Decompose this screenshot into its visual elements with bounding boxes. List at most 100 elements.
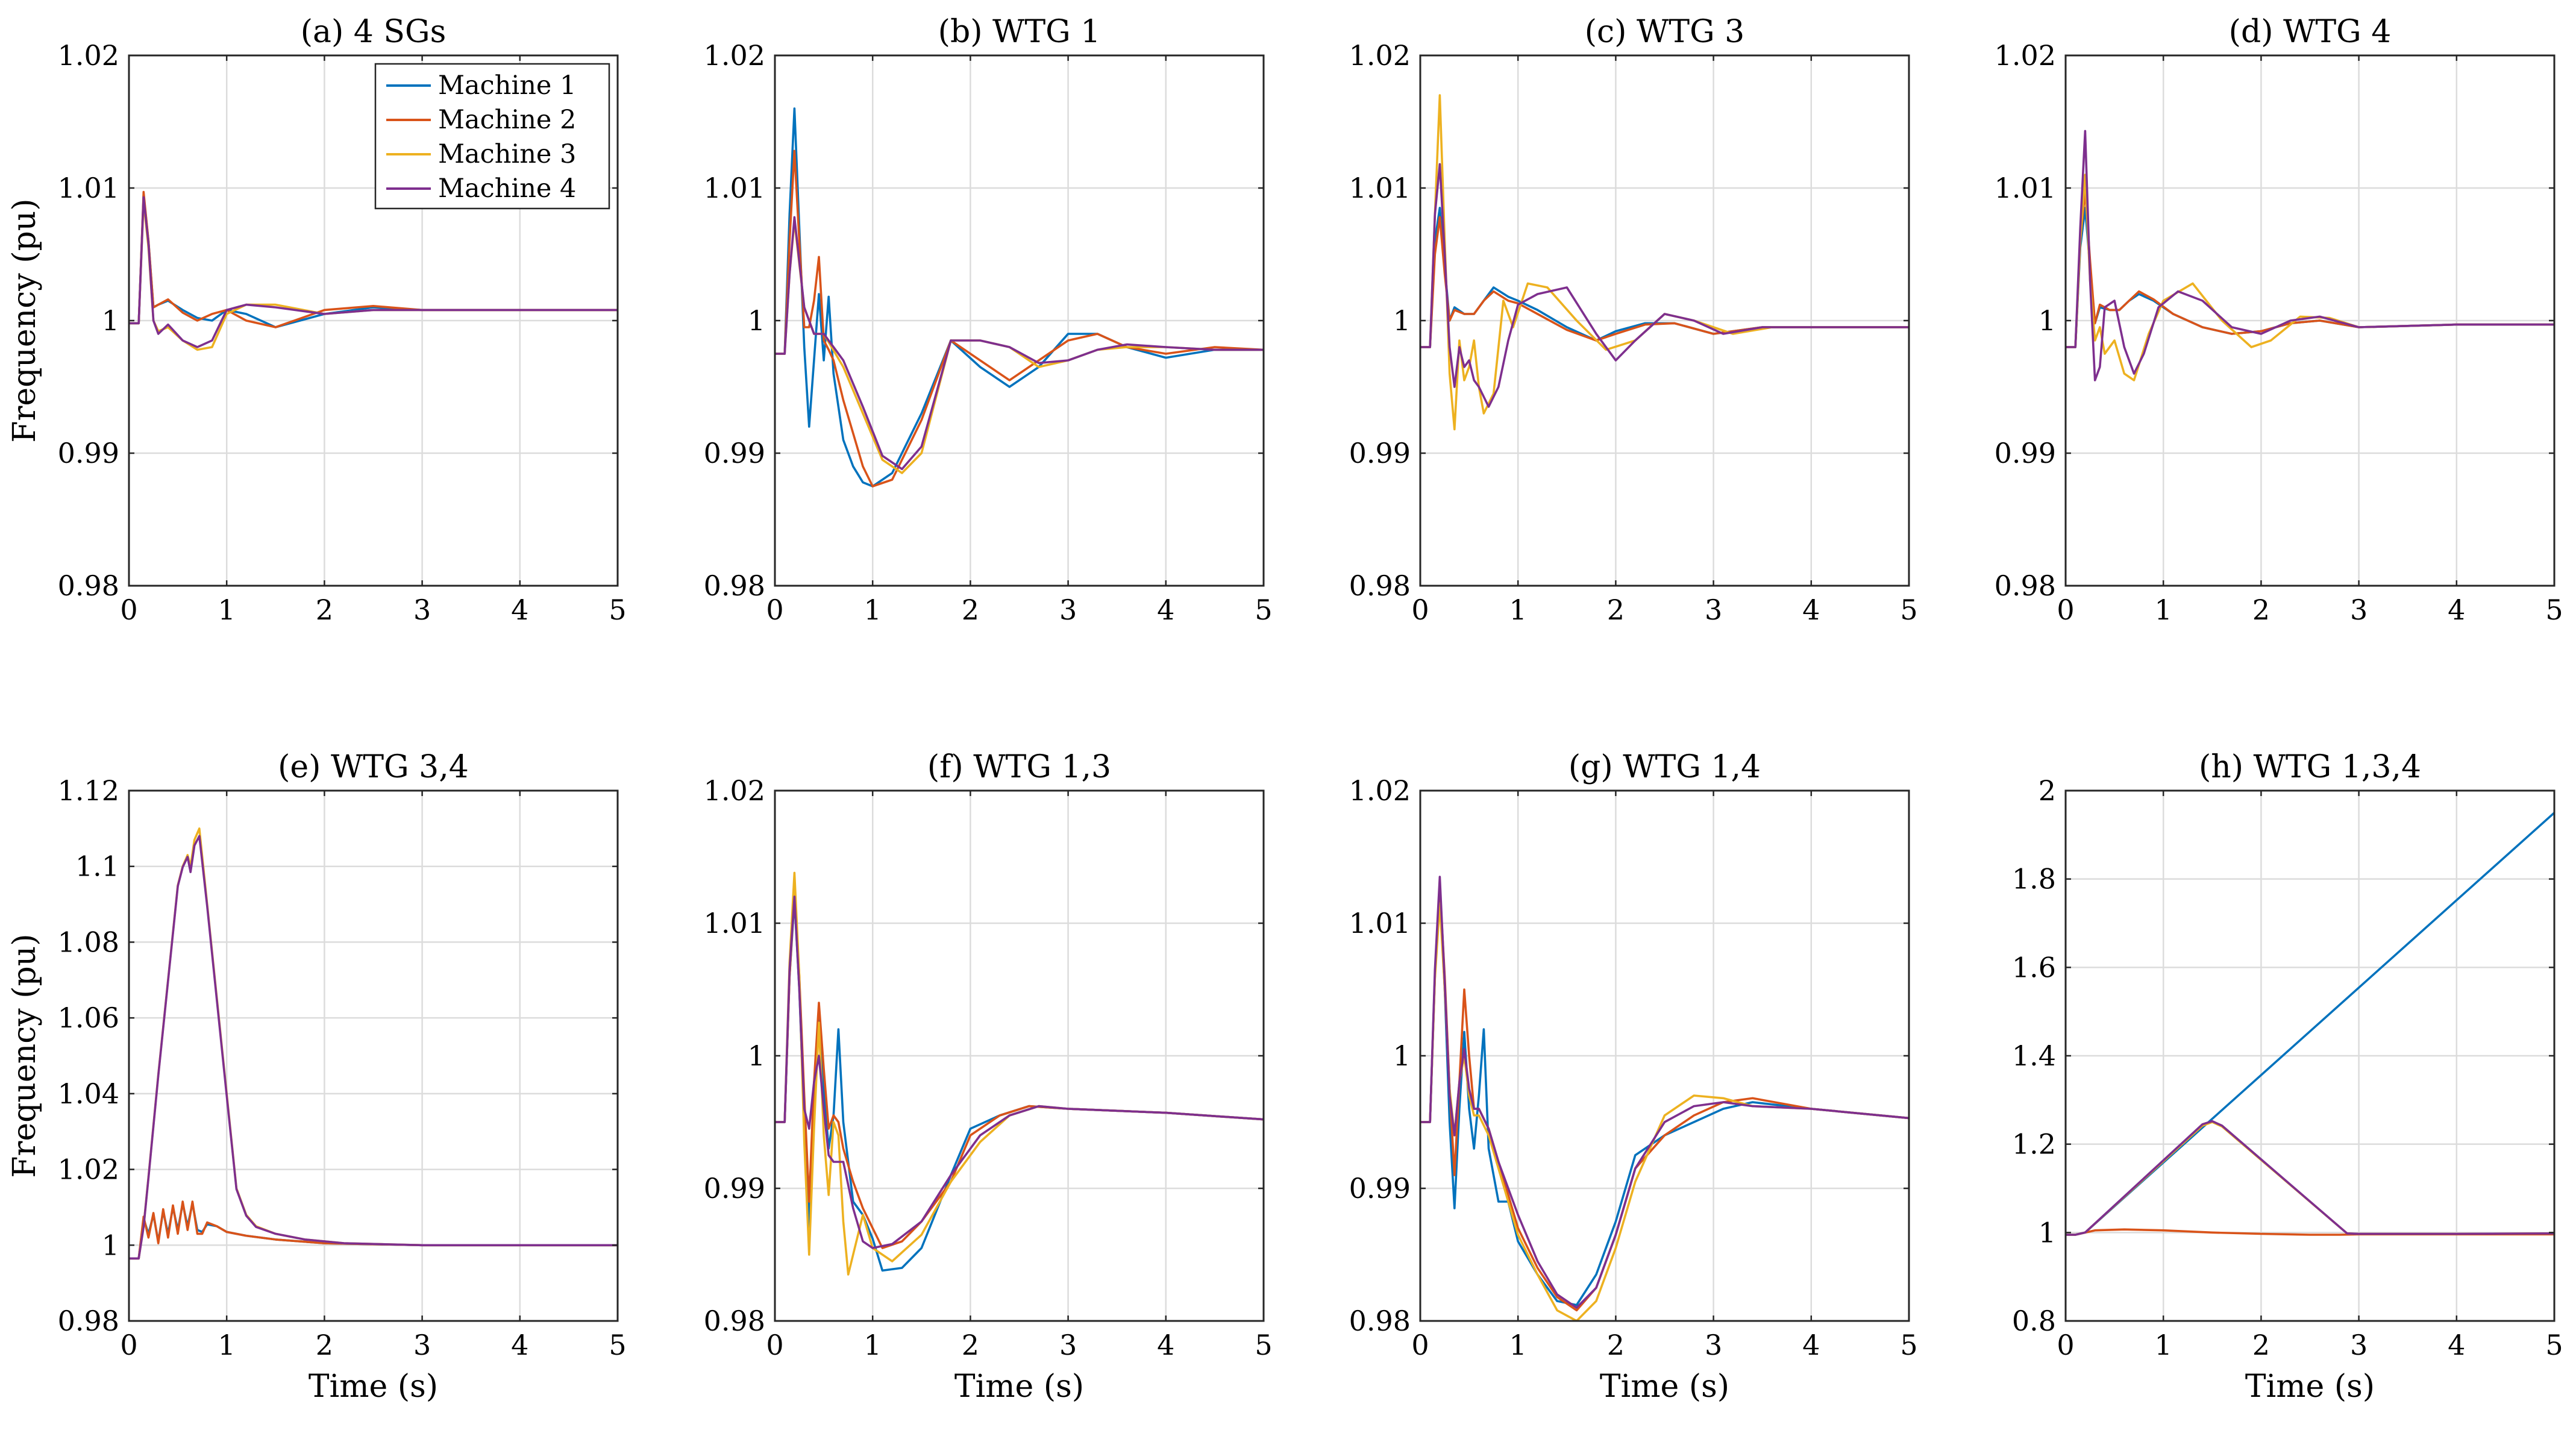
y-tick-label: 1 [1393,304,1411,337]
y-tick-label: 0.99 [58,437,119,469]
y-tick-label: 1 [102,304,119,337]
y-tick-label: 1.01 [1349,172,1411,204]
series-line-machine-4 [129,835,618,1260]
x-tick-label: 1 [864,1329,882,1361]
series-group [129,827,618,1260]
x-tick-label: 4 [2448,594,2465,626]
y-tick-label: 0.99 [704,1172,765,1205]
chart-panel-1: 0 1 2 3 4 5 0.98 0.99 1 1.01 1.02 (a) 4 SGs Frequenc… [7,14,627,626]
chart-title: (a) 4 SGs [301,14,447,50]
x-tick-label: 0 [766,1329,783,1361]
axes-box [128,789,619,1322]
chart-panel-5: 0 1 2 3 4 5 0.98 1 1.02 1.04 1.06 1.08 1.1 1.12 (e) WT… [7,749,627,1405]
chart-panel-8: 0 1 2 3 4 5 0.8 1 1.2 1.4 1.6 1.8 2 (h) WTG 1,3,4 Time… [2012,749,2563,1405]
x-tick-label: 3 [413,1329,431,1361]
legend-label: Machine 3 [438,139,576,169]
plot-area [129,791,618,1321]
x-tick-label: 5 [1900,1329,1917,1361]
x-axis-label: Time (s) [309,1369,438,1405]
x-tick-label: 2 [962,594,979,626]
legend-label: Machine 2 [438,105,576,135]
x-tick-label: 0 [1411,1329,1429,1361]
y-tick-label: 1.02 [58,1153,119,1186]
x-tick-label: 3 [1059,1329,1077,1361]
x-tick-label: 2 [1607,594,1625,626]
x-tick-label: 5 [2545,594,2563,626]
y-tick-label: 1.01 [58,172,119,204]
y-tick-label: 1.2 [2012,1128,2056,1161]
ticks: 0 1 2 3 4 5 0.98 0.99 1 1.01 1.02 [704,774,1273,1361]
x-tick-label: 4 [511,594,528,626]
x-axis-label: Time (s) [2245,1369,2375,1405]
y-tick-label: 0.98 [1349,1305,1411,1337]
series-line-machine-2 [1420,216,1909,348]
x-tick-label: 0 [1411,594,1429,626]
y-tick-label: 0.99 [1995,437,2056,469]
x-tick-label: 5 [609,594,626,626]
x-tick-label: 4 [1157,594,1174,626]
legend: Machine 1 Machine 2 Machine 3 Machine 4 [374,63,610,210]
x-tick-label: 1 [1509,1329,1527,1361]
x-tick-label: 4 [1157,1329,1174,1361]
ticks: 0 1 2 3 4 5 0.8 1 1.2 1.4 1.6 1.8 2 [2012,774,2563,1361]
y-tick-label: 0.98 [58,1305,119,1337]
y-tick-label: 0.98 [1995,569,2056,602]
ticks: 0 1 2 3 4 5 0.98 0.99 1 1.01 1.02 [704,39,1273,626]
legend-label: Machine 1 [438,71,576,101]
y-tick-label: 1.02 [1349,774,1411,807]
y-axis-label: Frequency (pu) [7,198,43,442]
y-tick-label: 1.02 [704,774,765,807]
chart-panel-7: 0 1 2 3 4 5 0.98 0.99 1 1.01 1.02 (g) WTG 1,4 Time (… [1349,749,1918,1405]
y-tick-label: 1.02 [704,39,765,72]
x-tick-label: 5 [2545,1329,2563,1361]
y-tick-label: 1.06 [58,1002,119,1034]
x-tick-label: 5 [609,1329,626,1361]
grid [2066,55,2554,586]
ticks: 0 1 2 3 4 5 0.98 0.99 1 1.01 1.02 [1349,39,1918,626]
y-tick-label: 0.8 [2012,1305,2056,1337]
x-tick-label: 2 [2252,1329,2270,1361]
grid [775,55,1264,586]
series-group [1420,94,1909,431]
x-tick-label: 4 [1802,594,1820,626]
ticks: 0 1 2 3 4 5 0.98 0.99 1 1.01 1.02 [58,39,627,626]
chart-panel-6: 0 1 2 3 4 5 0.98 0.99 1 1.01 1.02 (f) WTG 1,3 Time (… [704,749,1273,1405]
x-tick-label: 1 [2155,1329,2172,1361]
panels: 0 1 2 3 4 5 0.98 0.99 1 1.01 1.02 (a) 4 SGs Frequenc… [7,14,2563,1405]
x-tick-label: 5 [1900,594,1917,626]
legend-box [374,63,610,210]
y-tick-label: 1 [102,1229,119,1261]
x-tick-label: 4 [2448,1329,2465,1361]
y-tick-label: 1.01 [704,907,765,939]
x-tick-label: 2 [1607,1329,1625,1361]
x-tick-label: 2 [316,1329,333,1361]
x-tick-label: 0 [2057,1329,2074,1361]
x-tick-label: 0 [2057,594,2074,626]
series-line-machine-2 [129,1200,618,1260]
y-tick-label: 1 [748,304,765,337]
chart-title: (g) WTG 1,4 [1568,749,1761,785]
series-line-machine-4 [775,895,1264,1249]
y-tick-label: 0.99 [1349,437,1411,469]
y-tick-label: 1.02 [58,39,119,72]
ticks: 0 1 2 3 4 5 0.98 0.99 1 1.01 1.02 [1995,39,2563,626]
chart-title: (e) WTG 3,4 [278,749,469,785]
series-line-machine-4 [775,216,1264,471]
x-tick-label: 4 [511,1329,528,1361]
x-tick-label: 2 [316,594,333,626]
grid [2066,791,2554,1321]
y-tick-label: 0.99 [1349,1172,1411,1205]
series-line-machine-4 [1420,163,1909,408]
chart-title: (f) WTG 1,3 [927,749,1111,785]
x-tick-label: 0 [120,594,137,626]
x-tick-label: 4 [1802,1329,1820,1361]
y-tick-label: 0.98 [58,569,119,602]
x-tick-label: 2 [962,1329,979,1361]
x-tick-label: 3 [2350,594,2368,626]
x-tick-label: 3 [413,594,431,626]
y-tick-label: 2 [2039,774,2056,807]
x-tick-label: 3 [2350,1329,2368,1361]
series-line-machine-4 [2066,1120,2554,1236]
series-group [775,107,1264,488]
x-tick-label: 3 [1705,1329,1722,1361]
